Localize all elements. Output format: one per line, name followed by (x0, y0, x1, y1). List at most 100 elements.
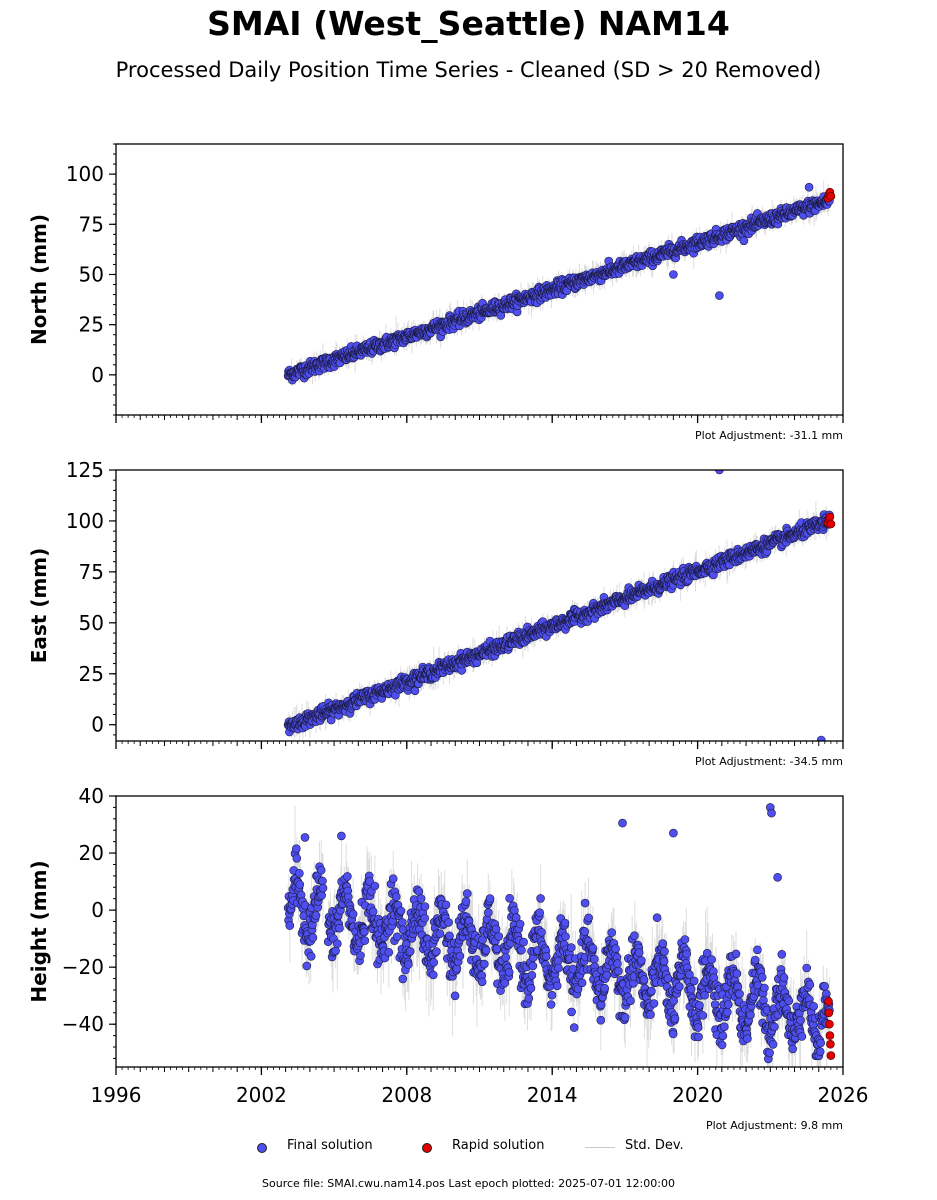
std-dev-line-swatch (585, 1147, 615, 1148)
final-point (308, 933, 318, 942)
final-point (784, 996, 794, 1006)
final-point (770, 1022, 779, 1032)
y-tick-label: 100 (66, 509, 104, 533)
final-point (658, 939, 668, 948)
final-point (566, 943, 576, 952)
rapid-point (824, 997, 833, 1006)
height-final-points (283, 803, 834, 1064)
final-point (577, 978, 587, 988)
final-point (731, 949, 741, 959)
final-point (660, 947, 669, 956)
legend: Final solution Rapid solution Std. Dev. (0, 1138, 937, 1158)
outlier-point (300, 833, 310, 842)
outlier-point (804, 182, 814, 192)
final-point (779, 973, 789, 983)
outlier-point (715, 470, 724, 475)
final-point (777, 949, 787, 959)
final-point (479, 959, 489, 969)
final-point (527, 970, 537, 980)
y-tick-label: 40 (79, 784, 104, 808)
height-x-axis: 1996 2002 2008 2014 2020 2026 (91, 1067, 868, 1107)
rapid-point (826, 1039, 835, 1049)
final-point (746, 1010, 755, 1020)
north-x-axis (115, 415, 844, 423)
final-point (607, 928, 617, 937)
y-tick-label: −40 (62, 1012, 104, 1036)
final-point (455, 951, 465, 961)
final-point (306, 951, 316, 961)
final-point (589, 954, 599, 964)
north-plot-area (283, 180, 836, 386)
final-point (602, 970, 612, 980)
y-tick-label: 100 (66, 162, 104, 186)
source-file-note: Source file: SMAI.cwu.nam14.pos Last epo… (262, 1177, 675, 1190)
final-point (680, 935, 690, 944)
final-point (397, 917, 407, 927)
final-point (670, 1014, 680, 1024)
y-tick-label: 0 (91, 898, 104, 922)
final-point (528, 961, 538, 971)
final-point (686, 984, 696, 994)
final-point (370, 881, 380, 891)
final-point (719, 1022, 729, 1031)
final-point (580, 927, 590, 936)
y-tick-label: 20 (79, 841, 104, 865)
outlier-point (337, 831, 346, 841)
final-point (368, 907, 378, 917)
final-point (332, 939, 342, 949)
final-point (639, 975, 649, 984)
final-point (584, 913, 593, 923)
legend-final-label: Final solution (287, 1138, 373, 1153)
legend-sd-label: Std. Dev. (625, 1138, 684, 1153)
east-rapid-points (823, 512, 836, 529)
x-tick-label: 2008 (381, 1083, 432, 1107)
final-point (492, 944, 502, 954)
final-point (739, 236, 749, 246)
rapid-solution-marker (422, 1143, 432, 1153)
final-point (429, 958, 439, 967)
final-point (519, 937, 528, 947)
final-point (405, 947, 415, 956)
final-point (414, 887, 424, 896)
final-point (535, 908, 545, 918)
final-point (634, 948, 644, 957)
height-panel: −40 −20 0 20 40 Height (mm) 1996 2002 2008 2014 20… (27, 784, 868, 1107)
outlier-point (715, 291, 724, 300)
final-point (567, 1007, 576, 1017)
final-point (526, 983, 536, 993)
final-point (295, 880, 305, 889)
y-tick-label: −20 (62, 955, 104, 979)
final-point (404, 960, 413, 969)
final-point (611, 944, 620, 954)
final-point (481, 945, 491, 955)
final-point (815, 1047, 825, 1056)
final-point (392, 932, 402, 942)
final-point (580, 898, 590, 908)
y-tick-label: 125 (66, 458, 104, 482)
final-point (698, 1011, 708, 1020)
east-plot-area (283, 470, 836, 741)
final-point (360, 936, 370, 945)
height-plot-adjustment: Plot Adjustment: 9.8 mm (705, 1119, 843, 1132)
final-point (444, 918, 453, 927)
final-point (718, 1031, 728, 1041)
final-point (501, 953, 511, 962)
final-point (462, 889, 472, 898)
x-tick-label: 1996 (91, 1083, 142, 1107)
final-point (343, 872, 352, 881)
final-point (504, 967, 514, 977)
final-point (302, 961, 312, 971)
final-point (477, 977, 487, 987)
rapid-point (825, 512, 835, 522)
final-point (561, 932, 570, 941)
y-tick-label: 50 (79, 611, 104, 635)
final-point (388, 874, 398, 884)
final-point (450, 991, 460, 1001)
final-point (554, 963, 563, 973)
outlier-point (816, 735, 826, 741)
final-point (500, 978, 510, 988)
final-point (689, 976, 699, 986)
final-point (537, 927, 546, 937)
final-point (759, 995, 768, 1005)
chart-subtitle: Processed Daily Position Time Series - C… (115, 58, 822, 82)
